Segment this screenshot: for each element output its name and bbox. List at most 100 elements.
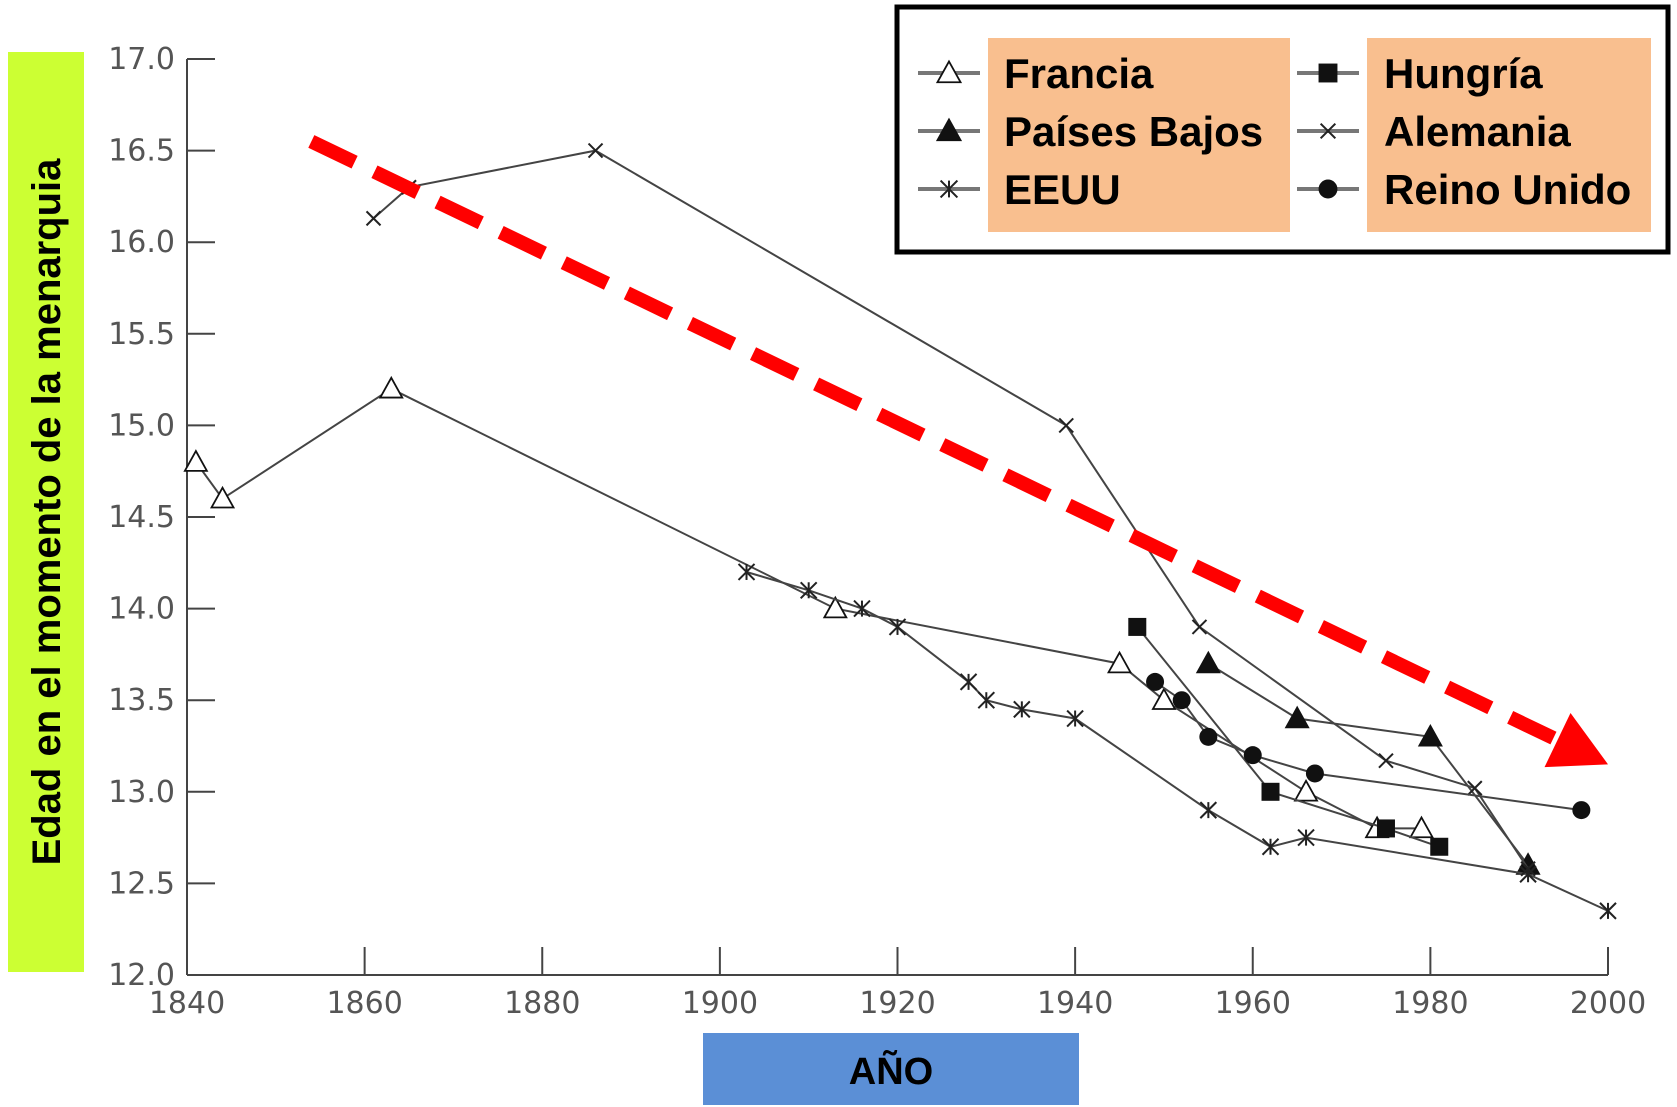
marker-shape [1293, 778, 1319, 802]
y-tick-label: 13.0 [108, 775, 175, 810]
legend: Francia Países Bajos EEUU Hungría Alemania Re… [894, 4, 1671, 255]
marker-square-filled [1128, 617, 1147, 636]
legend-label: Hungría [1384, 50, 1543, 97]
marker-triangle-filled [1417, 723, 1443, 747]
x-axis-label: AÑO [849, 1049, 933, 1093]
y-axis-label-background [8, 52, 84, 972]
series-alemania [365, 142, 1536, 877]
series-francia [183, 375, 1435, 839]
series-line [1207, 662, 1529, 866]
marker-cross [1319, 122, 1337, 140]
marker-circle-filled [1146, 672, 1165, 691]
marker-shape [1430, 837, 1449, 856]
x-tick-label: 1940 [1037, 986, 1113, 1021]
marker-triangle-open [209, 485, 236, 509]
marker-triangle-filled [1195, 650, 1221, 674]
marker-square-filled [1318, 63, 1338, 83]
marker-shape [1305, 764, 1324, 783]
marker-shape [1151, 687, 1177, 710]
marker-shape [935, 59, 963, 84]
x-tick-label: 1900 [682, 986, 758, 1021]
legend-label: EEUU [1004, 166, 1121, 213]
legend-entry: EEUU [918, 166, 1121, 213]
marker-shape [1261, 782, 1280, 801]
marker-shape [1128, 617, 1147, 636]
marker-shape [365, 210, 382, 227]
marker-cross [587, 142, 604, 159]
marker-shape [209, 485, 236, 509]
y-tick-label: 16.5 [108, 134, 175, 169]
x-tick-label: 1980 [1392, 986, 1468, 1021]
marker-cross [1058, 417, 1074, 434]
marker-triangle-open [1107, 650, 1133, 674]
y-tick-label: 16.0 [108, 225, 175, 260]
marker-circle-filled [1318, 179, 1338, 199]
marker-asterisk [888, 618, 907, 636]
series-reino-unido [1146, 672, 1591, 820]
marker-shape [1284, 705, 1310, 729]
y-axis-label-group: Edad en el momento de la menarquia [8, 52, 84, 972]
marker-shape [587, 142, 604, 159]
trend-arrow-shaft [308, 135, 1561, 747]
marker-shape [1408, 815, 1435, 839]
x-tick-label: 1960 [1215, 986, 1291, 1021]
trend-arrow-head [1544, 713, 1608, 768]
marker-shape [1146, 672, 1165, 691]
marker-asterisk [959, 673, 978, 691]
marker-shape [1376, 819, 1395, 838]
marker-shape [1199, 727, 1218, 746]
marker-asterisk [1599, 902, 1617, 920]
marker-circle-filled [1305, 764, 1324, 783]
series-line [746, 571, 1609, 912]
marker-cross [1467, 780, 1483, 796]
y-axis-label: Edad en el momento de la menarquia [25, 158, 69, 866]
marker-shape [1191, 619, 1208, 635]
marker-shape [1378, 752, 1394, 769]
marker-shape [1058, 417, 1074, 434]
marker-asterisk [1013, 700, 1031, 719]
x-axis-label-group: AÑO [703, 1033, 1079, 1105]
marker-shape [1572, 801, 1591, 820]
series-line [1136, 626, 1440, 848]
legend-label: Países Bajos [1004, 108, 1263, 155]
y-tick-label: 13.5 [108, 683, 175, 718]
y-tick-label: 12.0 [108, 958, 175, 993]
marker-shape [1318, 179, 1338, 199]
legend-entry: Países Bajos [918, 108, 1263, 155]
y-tick-label: 17.0 [108, 42, 175, 77]
marker-shape [1195, 650, 1221, 674]
marker-triangle-open [1151, 687, 1177, 710]
marker-triangle-open [1293, 778, 1319, 802]
marker-shape [1318, 63, 1338, 83]
marker-shape [183, 449, 209, 472]
trend-arrow [308, 135, 1608, 768]
marker-asterisk [1261, 838, 1280, 856]
marker-asterisk [799, 581, 818, 599]
legend-label-bg-right [1367, 38, 1651, 232]
marker-asterisk [1066, 709, 1084, 728]
x-tick-label: 1880 [504, 986, 580, 1021]
marker-triangle-open [378, 375, 404, 399]
legend-label-bg-left [988, 38, 1290, 232]
marker-triangle-open [183, 449, 209, 472]
marker-asterisk [977, 691, 996, 709]
y-tick-label: 15.0 [108, 408, 175, 443]
y-tick-label: 12.5 [108, 866, 175, 901]
y-tick-label: 14.0 [108, 592, 175, 627]
series-hungr-a [1128, 617, 1449, 856]
series-line [372, 149, 1529, 870]
marker-square-filled [1430, 837, 1449, 856]
marker-asterisk [1297, 828, 1315, 847]
marker-shape [1467, 780, 1483, 796]
marker-shape [1107, 650, 1133, 674]
marker-asterisk [737, 563, 756, 581]
marker-asterisk [939, 179, 959, 199]
legend-entry: Hungría [1297, 50, 1543, 97]
marker-triangle-open [935, 59, 963, 84]
y-tick-label: 14.5 [108, 500, 175, 535]
series-line [1154, 681, 1582, 812]
marker-circle-filled [1172, 691, 1191, 710]
marker-shape [378, 375, 404, 399]
series-layer [183, 142, 1617, 920]
